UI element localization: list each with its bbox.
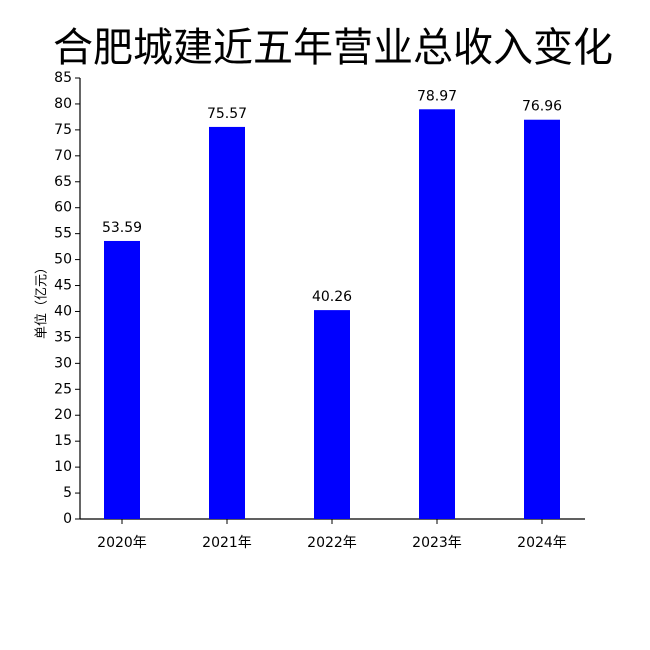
y-tick-label: 65 — [54, 174, 72, 190]
y-tick-label: 70 — [54, 148, 72, 164]
x-tick-label: 2023年 — [412, 535, 462, 551]
y-tick-label: 30 — [54, 355, 72, 371]
y-tick-label: 5 — [63, 485, 72, 501]
y-tick-label: 40 — [54, 303, 72, 319]
y-tick-label: 0 — [63, 511, 72, 527]
x-tick-label: 2021年 — [202, 535, 252, 551]
y-tick-label: 35 — [54, 329, 72, 345]
chart-title: 合肥城建近五年营业总收入变化 — [53, 25, 613, 71]
y-axis-label: 单位（亿元） — [35, 261, 50, 339]
y-tick-label: 45 — [54, 278, 72, 294]
y-tick-label: 75 — [54, 122, 72, 138]
x-tick-label: 2020年 — [97, 535, 147, 551]
bar — [314, 310, 350, 519]
y-tick-label: 55 — [54, 226, 72, 242]
y-tick-label: 80 — [54, 96, 72, 112]
y-tick-label: 15 — [54, 433, 72, 449]
y-tick-label: 50 — [54, 252, 72, 268]
x-tick-label: 2022年 — [307, 535, 357, 551]
value-label: 40.26 — [312, 289, 352, 305]
value-label: 76.96 — [522, 99, 562, 115]
value-label: 78.97 — [417, 88, 457, 104]
y-tick-label: 25 — [54, 381, 72, 397]
y-tick-label: 60 — [54, 200, 72, 216]
x-tick-label: 2024年 — [517, 535, 567, 551]
y-tick-label: 85 — [54, 70, 72, 86]
bar — [524, 119, 560, 519]
y-tick-label: 20 — [54, 407, 72, 423]
bar — [104, 240, 140, 519]
y-tick-label: 10 — [54, 459, 72, 475]
bar — [209, 126, 245, 520]
bar — [419, 109, 455, 519]
value-label: 75.57 — [207, 106, 247, 122]
value-label: 53.59 — [102, 220, 142, 236]
